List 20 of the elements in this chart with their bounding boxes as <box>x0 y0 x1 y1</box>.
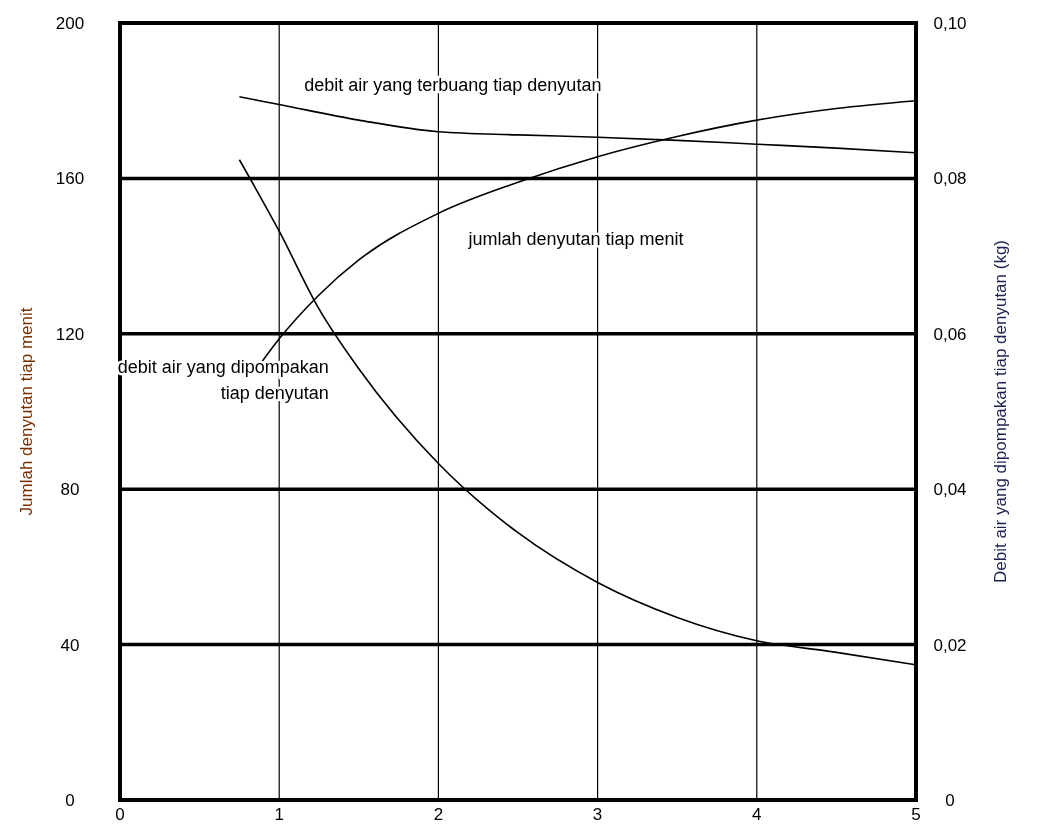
y-tick-label: 120 <box>55 324 85 344</box>
y2-tick-label: 0,06 <box>933 324 967 344</box>
y2-tick-label: 0,02 <box>933 635 967 655</box>
y2-tick-label: 0,08 <box>933 169 967 189</box>
y-tick-label: 200 <box>55 14 85 33</box>
y-tick-label: 40 <box>60 635 80 655</box>
x-tick-label: 4 <box>752 805 762 824</box>
y2-tick-label: 0,10 <box>933 14 967 33</box>
y2-tick-label: 0 <box>945 791 955 810</box>
x-tick-label: 5 <box>911 805 921 824</box>
y-tick-label: 80 <box>60 480 80 500</box>
x-tick-label: 3 <box>592 805 603 824</box>
x-tick-label: 2 <box>433 805 444 824</box>
y-axis-title: Jumlah denyutan tiap menit <box>17 307 36 516</box>
y-tick-label: 160 <box>55 169 85 189</box>
y2-tick-label: 0,04 <box>933 480 967 500</box>
x-tick-label: 0 <box>115 805 125 824</box>
y-tick-label: 0 <box>65 791 75 810</box>
x-tick-label: 1 <box>274 805 284 824</box>
y2-axis-title: Debit air yang dipompakan tiap denyutan (kg) <box>991 239 1010 584</box>
